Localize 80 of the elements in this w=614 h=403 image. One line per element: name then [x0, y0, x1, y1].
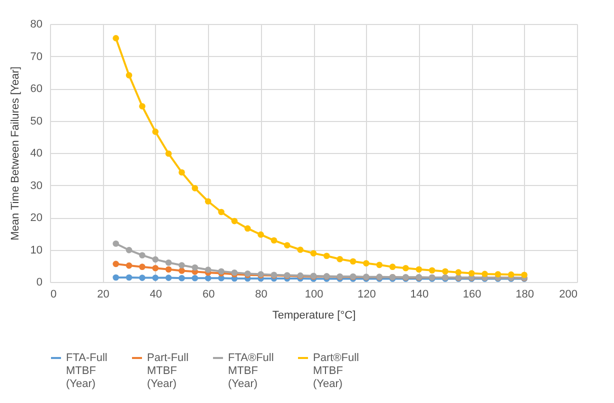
point — [126, 72, 132, 78]
point — [139, 274, 146, 281]
legend-label: Part-Full MTBF (Year) — [147, 352, 189, 390]
y-tick-label: 50 — [30, 115, 42, 128]
x-tick-label: 60 — [202, 288, 215, 300]
point — [521, 272, 528, 278]
point — [178, 274, 185, 282]
point — [428, 267, 436, 274]
legend-label: FTA®Full MTBF (Year) — [228, 352, 274, 390]
point — [442, 268, 448, 275]
point — [152, 256, 159, 263]
point — [204, 198, 212, 205]
y-axis-title: Mean Time Between Failures [Year] — [9, 66, 22, 240]
point — [152, 264, 159, 272]
point — [324, 252, 330, 260]
legend-label: Part®Full MTBF (Year) — [313, 352, 360, 390]
x-tick-label: 20 — [97, 288, 110, 300]
point — [139, 252, 146, 258]
point — [178, 262, 185, 268]
point — [389, 264, 396, 270]
point — [112, 35, 120, 42]
point — [336, 256, 344, 262]
point — [139, 103, 146, 110]
y-tick-label: 30 — [30, 180, 42, 192]
y-tick-label: 0 — [36, 276, 42, 288]
legend-label: FTA-Full MTBF (Year) — [66, 352, 108, 390]
point — [126, 262, 132, 269]
point — [178, 268, 185, 274]
point — [310, 250, 317, 256]
point — [152, 274, 159, 281]
point — [284, 242, 290, 248]
point — [270, 237, 278, 244]
point — [165, 274, 172, 281]
point — [192, 264, 198, 271]
point — [204, 266, 212, 273]
point — [363, 260, 370, 266]
x-tick-label: 100 — [304, 288, 324, 300]
point — [165, 266, 172, 273]
x-tick-label: 120 — [358, 288, 376, 300]
x-tick-label: 180 — [516, 288, 534, 300]
point — [178, 169, 185, 176]
y-tick-label: 10 — [30, 244, 42, 256]
x-tick-label: 40 — [150, 288, 162, 300]
point — [508, 271, 514, 278]
point — [350, 258, 356, 265]
y-tick-label: 20 — [30, 212, 42, 224]
point — [231, 218, 238, 224]
point — [297, 246, 304, 253]
y-tick-label: 40 — [30, 148, 42, 160]
point — [218, 208, 224, 216]
x-axis-title: Temperature [°C] — [272, 310, 356, 322]
point — [416, 266, 422, 273]
y-tick-label: 80 — [30, 18, 42, 30]
point — [244, 225, 251, 232]
point — [402, 264, 409, 272]
point — [455, 269, 462, 276]
point — [494, 271, 502, 278]
point — [192, 184, 198, 192]
x-tick-label: 160 — [462, 288, 482, 300]
point — [165, 150, 172, 157]
point — [112, 240, 120, 247]
point — [258, 231, 264, 238]
point — [376, 262, 383, 268]
y-tick-label: 70 — [30, 50, 42, 63]
x-tick-label: 80 — [255, 288, 268, 300]
x-tick-label: 200 — [559, 288, 578, 300]
x-tick-label: 140 — [410, 288, 429, 300]
point — [192, 274, 198, 282]
point — [139, 264, 146, 270]
point — [204, 274, 212, 282]
x-tick-label: 0 — [50, 288, 57, 300]
y-tick-label: 60 — [30, 83, 42, 95]
point — [468, 270, 475, 276]
point — [112, 274, 120, 281]
point — [165, 259, 172, 266]
point — [126, 246, 132, 254]
point — [152, 128, 159, 135]
point — [112, 260, 120, 268]
point — [126, 274, 132, 281]
point — [482, 270, 488, 278]
